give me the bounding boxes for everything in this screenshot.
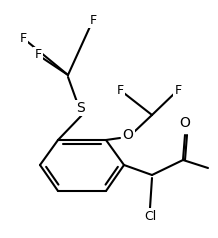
Text: F: F (174, 84, 182, 96)
Text: Cl: Cl (144, 209, 156, 223)
Text: F: F (89, 14, 97, 26)
Text: F: F (116, 84, 124, 96)
Text: S: S (76, 101, 84, 115)
Text: F: F (19, 31, 27, 45)
Text: O: O (180, 116, 191, 130)
Text: O: O (123, 128, 133, 142)
Text: F: F (34, 49, 42, 61)
